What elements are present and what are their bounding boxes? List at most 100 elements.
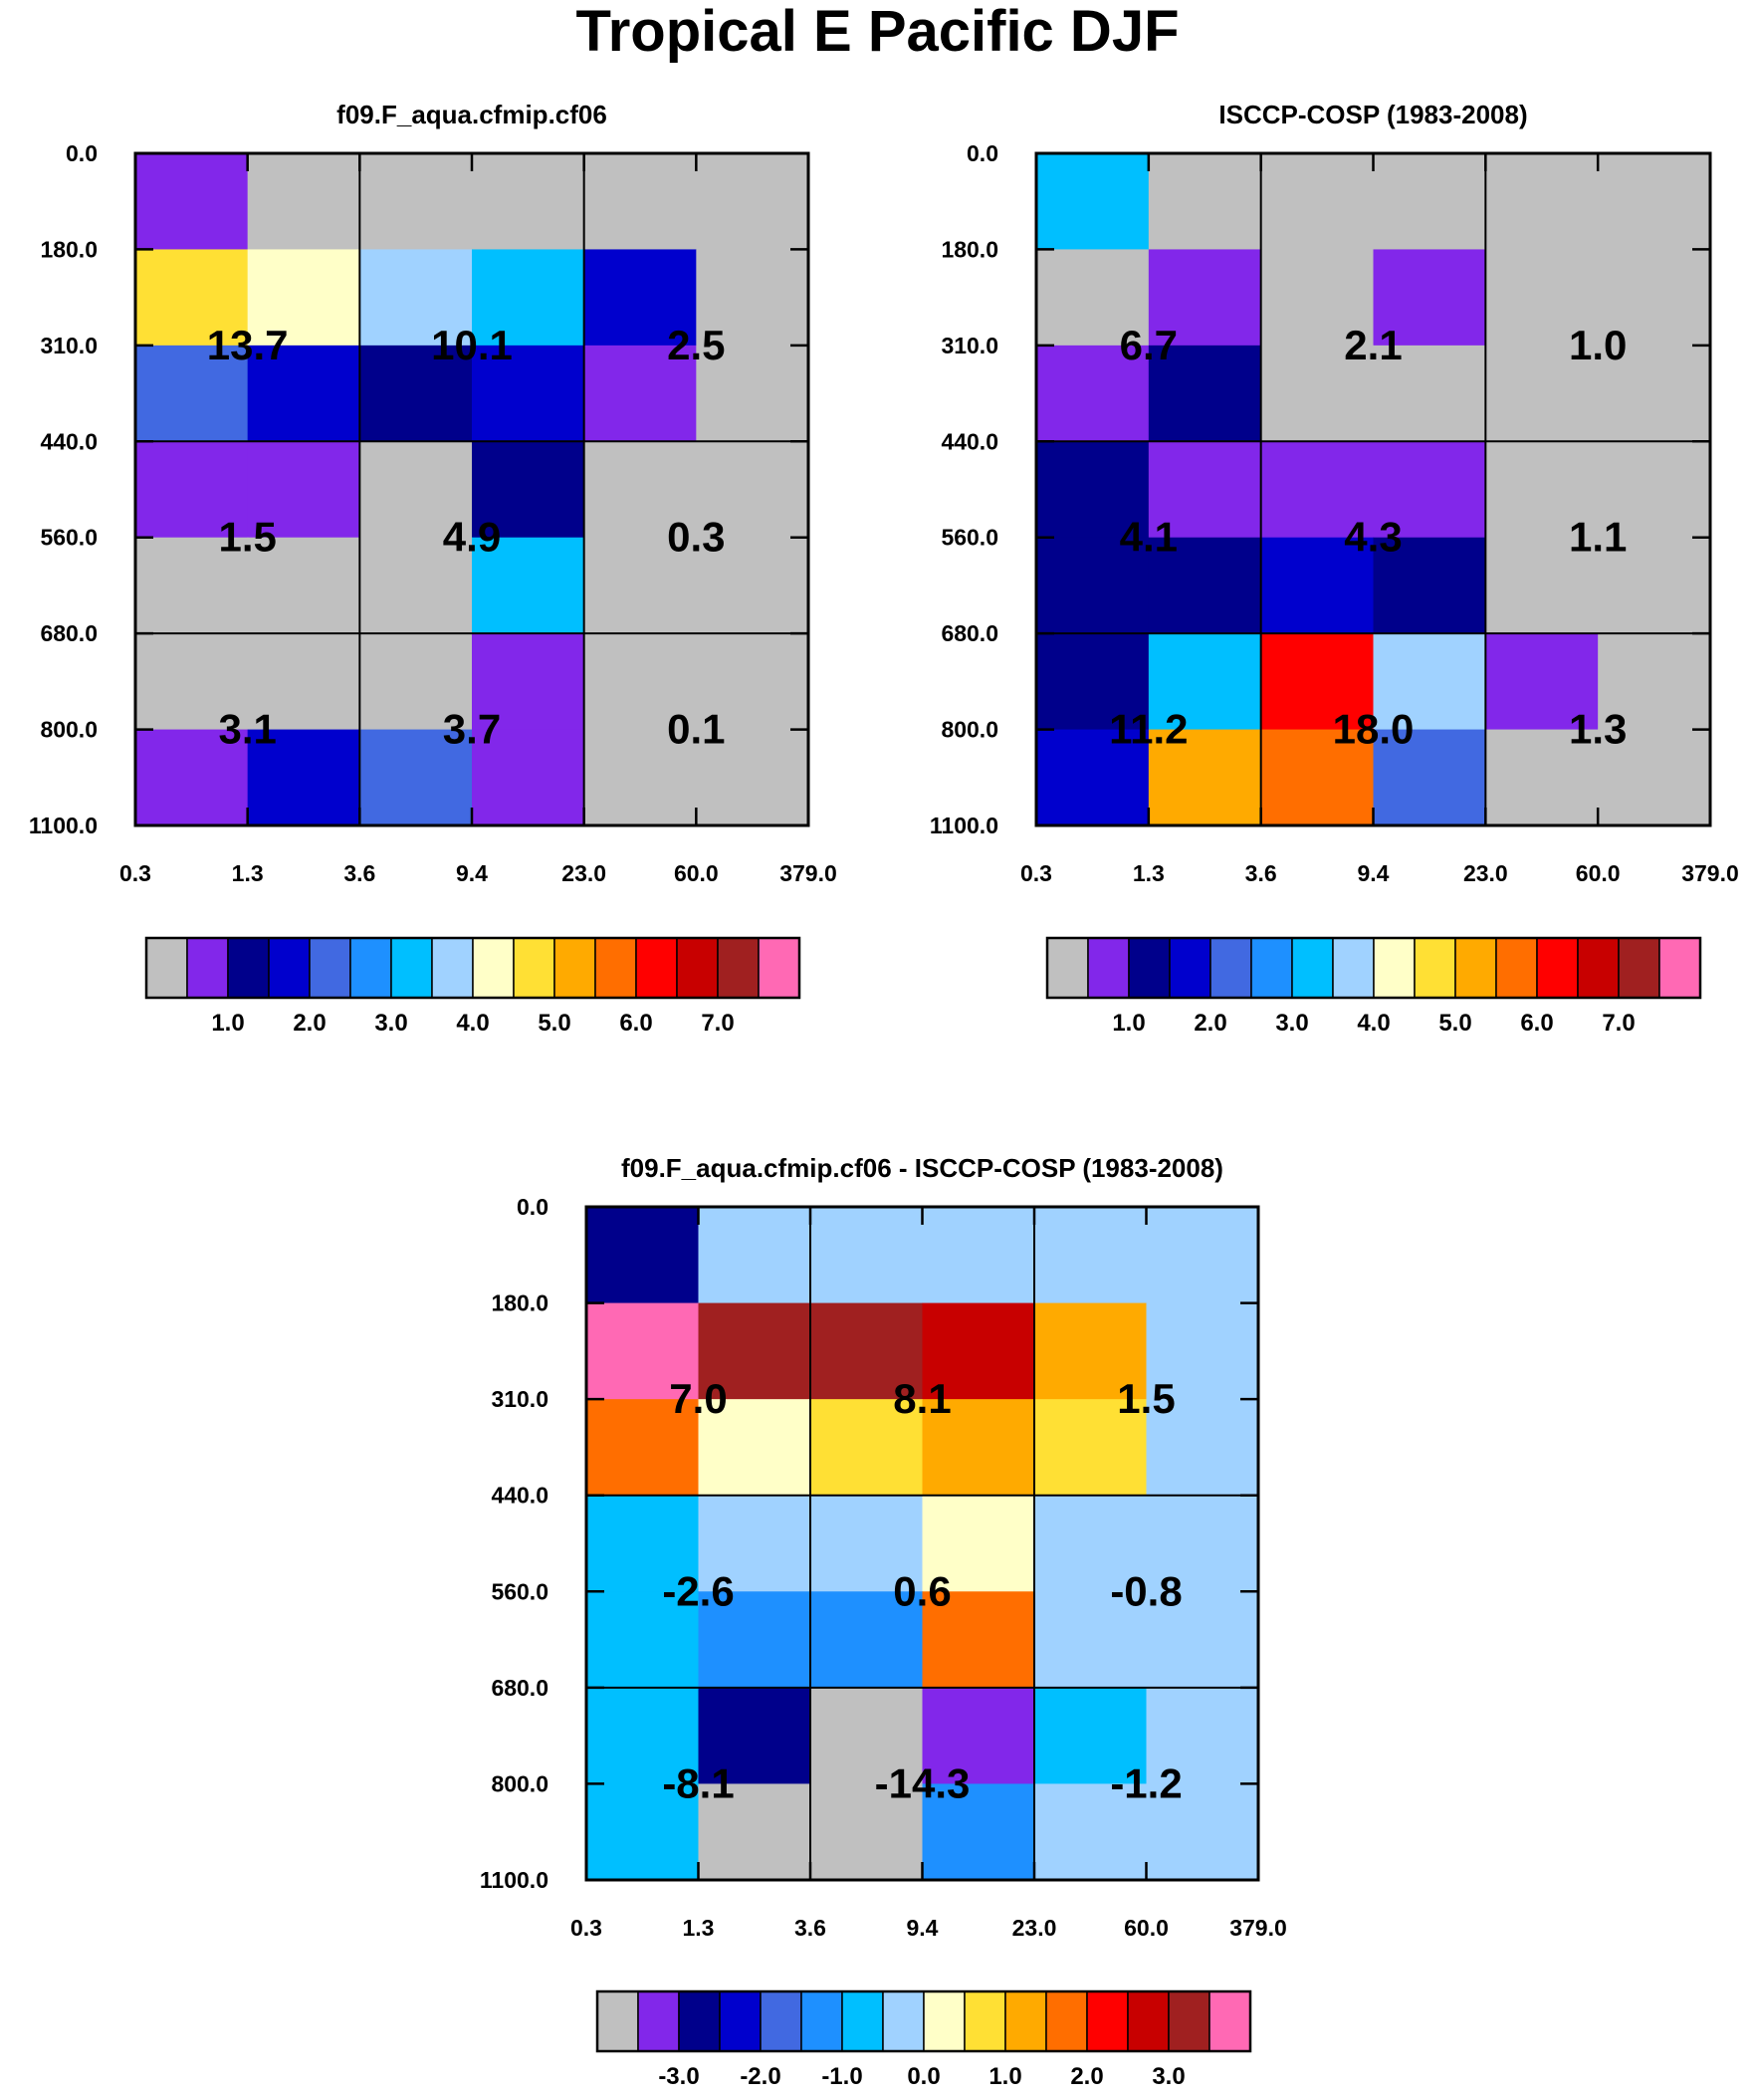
colorbar-swatch: [309, 937, 351, 999]
heatmap-cell: [1598, 537, 1711, 634]
heatmap-cell: [1485, 633, 1599, 731]
x-tick-label: 9.4: [1358, 860, 1390, 886]
heatmap-cell: [1260, 249, 1375, 347]
colorbar-swatch: [758, 937, 800, 999]
colorbar-label: 0.0: [907, 2063, 940, 2090]
heatmap-cell: [810, 1302, 924, 1400]
colorbar-label: 2.0: [293, 1010, 326, 1037]
box-value-label: 2.5: [667, 322, 725, 368]
chart-panel-1: 0.0 180.0 310.0 440.0 560.0 680.0 800.0 1100.0 0…: [29, 100, 837, 1037]
x-tick-label: 3.6: [343, 860, 375, 886]
heatmap-cell: [472, 537, 585, 634]
heatmap-cell: [922, 1207, 1035, 1304]
colorbar-swatch: [227, 937, 270, 999]
heatmap-cell: [1373, 153, 1486, 251]
x-tick-label: 1.3: [1133, 860, 1165, 886]
y-tick-label: 680.0: [40, 620, 98, 646]
colorbar-swatch: [1086, 1990, 1129, 2052]
heatmap-cell: [810, 1399, 924, 1497]
heatmap-cell: [1598, 729, 1711, 826]
colorbar-frame: [595, 1989, 1252, 2053]
box-value-label: 8.1: [893, 1375, 951, 1422]
colorbar-swatch: [1168, 1990, 1210, 2052]
y-tick-label: 0.0: [967, 140, 998, 166]
heatmap-cell: [359, 537, 473, 634]
heatmap-cell: [810, 1687, 924, 1785]
heatmap-cell: [696, 249, 809, 347]
x-tick-label: 23.0: [1463, 860, 1508, 886]
x-tick-label: 60.0: [674, 860, 719, 886]
colorbar-label: 1.0: [1112, 1010, 1145, 1037]
x-tick-label: 60.0: [1576, 860, 1621, 886]
heatmap-cell: [1260, 345, 1375, 442]
colorbar-label: 5.0: [1438, 1010, 1471, 1037]
chart-panel-3: 0.0 180.0 310.0 440.0 560.0 680.0 800.0 1100.0 0…: [480, 1153, 1287, 2090]
box-value-label: 10.1: [431, 322, 513, 368]
x-tick-label: 379.0: [1229, 1915, 1287, 1941]
heatmap-cell: [810, 1495, 924, 1592]
colorbar-swatch: [1577, 937, 1620, 999]
heatmap-cell: [586, 1302, 700, 1400]
box-value-label: -0.8: [1110, 1567, 1182, 1614]
heatmap-cell: [583, 633, 697, 731]
x-tick-label: 379.0: [1681, 860, 1739, 886]
box-value-label: 0.1: [667, 706, 725, 753]
colorbar-swatch: [1658, 937, 1701, 999]
heatmap-cell: [810, 1783, 924, 1881]
figure-title: Tropical E Pacific DJF: [575, 0, 1180, 64]
y-tick-label: 0.0: [517, 1194, 548, 1220]
heatmap-cell: [359, 345, 473, 442]
colorbar: 1.0 2.0 3.0 4.0 5.0 6.0 7.0: [144, 936, 801, 1037]
x-tick-label: 3.6: [1245, 860, 1277, 886]
colorbar-swatch: [186, 937, 229, 999]
colorbar-swatch: [1127, 1990, 1170, 2052]
heatmap-cell: [1148, 537, 1262, 634]
chart-panel-2: 0.0 180.0 310.0 440.0 560.0 680.0 800.0 1100.0 0…: [930, 100, 1739, 1037]
box-value-label: 3.7: [443, 706, 501, 753]
heatmap-cell: [472, 249, 585, 347]
heatmap-cell: [583, 153, 697, 251]
heatmap-cell: [698, 1687, 811, 1785]
colorbar-swatch: [1536, 937, 1579, 999]
heatmap-cell: [1036, 249, 1150, 347]
box-value-label: 1.5: [1117, 1375, 1175, 1422]
heatmap-cell: [698, 1399, 811, 1497]
colorbar-label: 5.0: [538, 1010, 570, 1037]
colorbar-label: 2.0: [1070, 2063, 1103, 2090]
colorbar-swatch: [596, 1990, 639, 2052]
heatmap-cell: [1034, 1399, 1148, 1497]
y-tick-label: 180.0: [941, 236, 998, 262]
box-value-label: 6.7: [1120, 322, 1178, 368]
colorbar-swatch: [1332, 937, 1375, 999]
heatmap-cell: [583, 537, 697, 634]
heatmap-cell: [698, 1591, 811, 1689]
heatmap-cell: [1598, 153, 1711, 251]
y-tick-label: 310.0: [40, 333, 98, 358]
heatmap-cell: [359, 729, 473, 826]
colorbar-swatch: [923, 1990, 966, 2052]
heatmap-cell: [1146, 1207, 1259, 1304]
heatmap-cell: [1034, 1687, 1148, 1785]
heatmap-cell: [1034, 1495, 1148, 1592]
heatmap-cell: [1034, 1302, 1148, 1400]
box-value-label: -1.2: [1110, 1759, 1182, 1806]
heatmap-cell: [1373, 633, 1486, 731]
panel-title: ISCCP-COSP (1983-2008): [1218, 100, 1527, 129]
heatmap-cell: [1146, 1783, 1259, 1881]
heatmap-cell: [1373, 441, 1486, 539]
x-tick-label: 3.6: [794, 1915, 826, 1941]
heatmap-cell: [922, 1302, 1035, 1400]
box-value-label: 4.3: [1344, 514, 1402, 561]
heatmap-cell: [1260, 441, 1375, 539]
heatmap-cell: [1036, 537, 1150, 634]
y-tick-label: 1100.0: [29, 813, 98, 838]
heatmap-cell: [472, 345, 585, 442]
heatmap-cell: [247, 537, 360, 634]
heatmap-cell: [1146, 1399, 1259, 1497]
colorbar-swatch: [1454, 937, 1497, 999]
y-tick-label: 800.0: [40, 717, 98, 743]
colorbar-swatch: [1495, 937, 1538, 999]
y-tick-label: 560.0: [491, 1578, 548, 1604]
box-value-label: 1.3: [1569, 706, 1627, 753]
box-value-label: -14.3: [875, 1759, 971, 1806]
